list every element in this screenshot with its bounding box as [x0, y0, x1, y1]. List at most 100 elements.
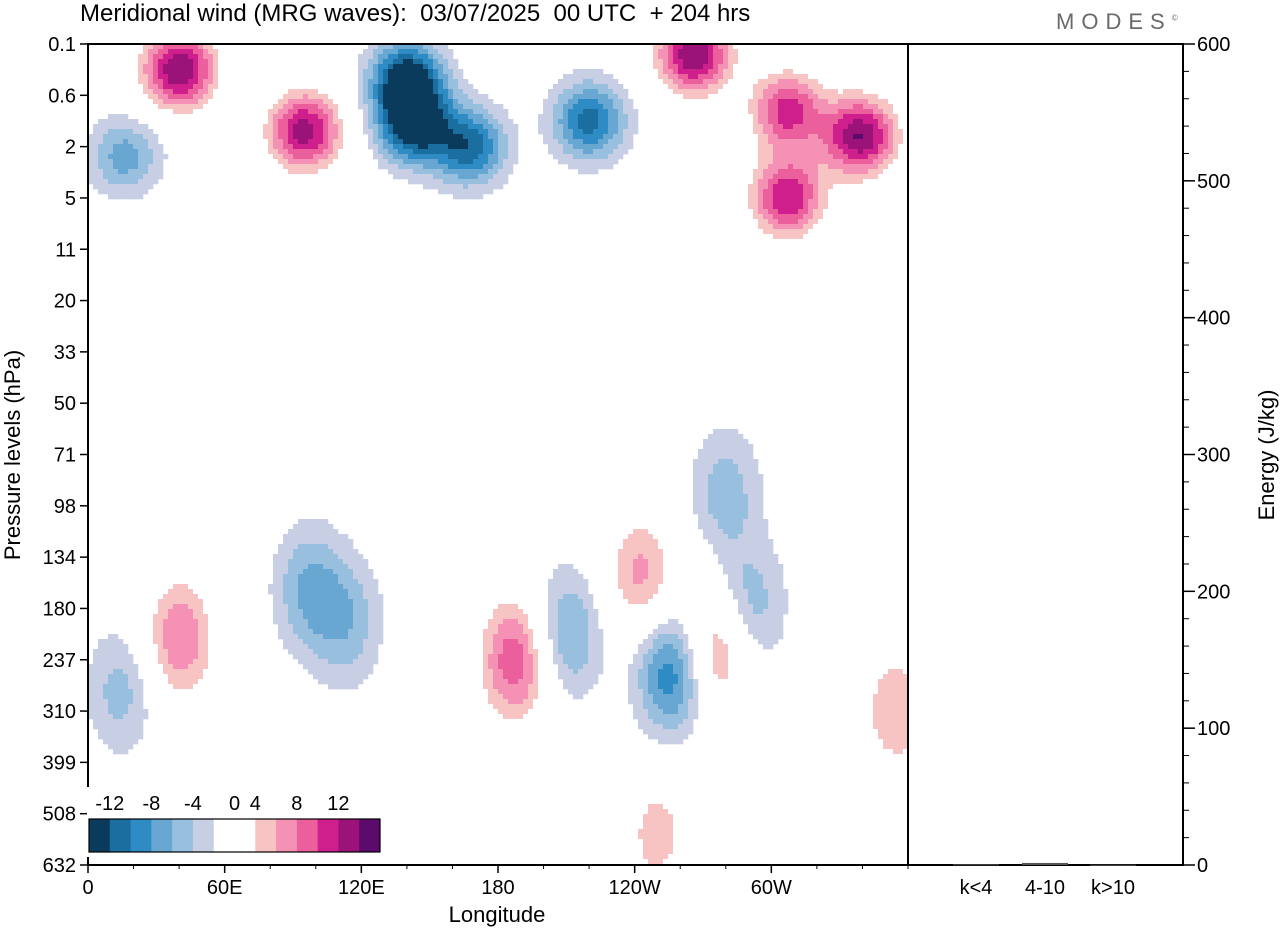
field-cell: [778, 184, 784, 190]
field-cell: [613, 84, 619, 90]
field-cell: [373, 69, 379, 75]
field-cell: [533, 389, 539, 395]
field-cell: [858, 479, 864, 485]
field-cell: [553, 354, 559, 360]
field-cell: [613, 104, 619, 110]
field-cell: [668, 534, 674, 540]
field-cell: [588, 614, 594, 620]
field-cell: [758, 199, 764, 205]
field-cell: [193, 609, 199, 615]
field-cell: [843, 494, 849, 500]
field-cell: [743, 449, 749, 455]
field-cell: [258, 109, 264, 115]
field-cell: [413, 54, 419, 60]
field-cell: [338, 599, 344, 605]
field-cell: [548, 109, 554, 115]
field-cell: [493, 119, 499, 125]
field-cell: [298, 519, 304, 525]
field-cell: [773, 574, 779, 580]
field-cell: [188, 99, 194, 105]
field-cell: [788, 199, 794, 205]
field-cell: [498, 599, 504, 605]
field-cell: [753, 219, 759, 225]
field-cell: [603, 89, 609, 95]
field-cell: [603, 134, 609, 140]
field-cell: [683, 59, 689, 65]
field-cell: [468, 194, 474, 200]
field-cell: [608, 79, 614, 85]
field-cell: [603, 99, 609, 105]
field-cell: [373, 129, 379, 135]
field-cell: [863, 114, 869, 120]
field-cell: [813, 139, 819, 145]
field-cell: [838, 129, 844, 135]
field-cell: [868, 84, 874, 90]
field-cell: [598, 99, 604, 105]
field-cell: [203, 619, 209, 625]
field-cell: [878, 174, 884, 180]
field-cell: [748, 504, 754, 510]
field-cell: [338, 149, 344, 155]
field-cell: [358, 99, 364, 105]
field-cell: [778, 214, 784, 220]
field-cell: [493, 114, 499, 120]
field-cell: [863, 439, 869, 445]
field-cell: [343, 544, 349, 550]
field-cell: [563, 139, 569, 145]
field-cell: [123, 154, 129, 160]
field-cell: [383, 74, 389, 80]
field-cell: [143, 124, 149, 130]
field-cell: [758, 584, 764, 590]
field-cell: [753, 474, 759, 480]
field-cell: [793, 149, 799, 155]
field-cell: [168, 74, 174, 80]
field-cell: [458, 79, 464, 85]
field-cell: [323, 544, 329, 550]
field-cell: [353, 574, 359, 580]
field-cell: [688, 59, 694, 65]
field-cell: [628, 519, 634, 525]
field-cell: [358, 104, 364, 110]
field-cell: [893, 109, 899, 115]
field-cell: [353, 584, 359, 590]
field-cell: [813, 149, 819, 155]
field-cell: [538, 394, 544, 400]
field-cell: [373, 89, 379, 95]
field-cell: [558, 594, 564, 600]
field-cell: [158, 59, 164, 65]
field-cell: [788, 149, 794, 155]
field-cell: [738, 609, 744, 615]
field-cell: [318, 94, 324, 100]
field-cell: [148, 59, 154, 65]
field-cell: [708, 79, 714, 85]
field-cell: [208, 59, 214, 65]
field-cell: [508, 159, 514, 165]
field-cell: [738, 44, 744, 50]
field-cell: [793, 64, 799, 70]
field-cell: [713, 79, 719, 85]
field-cell: [713, 499, 719, 505]
field-cell: [108, 159, 114, 165]
field-cell: [298, 539, 304, 545]
field-cell: [293, 554, 299, 560]
field-cell: [713, 504, 719, 510]
field-cell: [388, 164, 394, 170]
field-cell: [313, 79, 319, 85]
field-cell: [503, 584, 509, 590]
field-cell: [148, 179, 154, 185]
field-cell: [633, 124, 639, 130]
field-cell: [143, 149, 149, 155]
field-cell: [878, 124, 884, 130]
field-cell: [463, 114, 469, 120]
field-cell: [633, 114, 639, 120]
field-cell: [748, 569, 754, 575]
field-cell: [723, 519, 729, 525]
field-cell: [113, 129, 119, 135]
field-cell: [668, 584, 674, 590]
field-cell: [668, 539, 674, 545]
field-cell: [518, 399, 524, 405]
field-cell: [178, 79, 184, 85]
field-cell: [778, 74, 784, 80]
field-cell: [718, 474, 724, 480]
field-cell: [313, 544, 319, 550]
